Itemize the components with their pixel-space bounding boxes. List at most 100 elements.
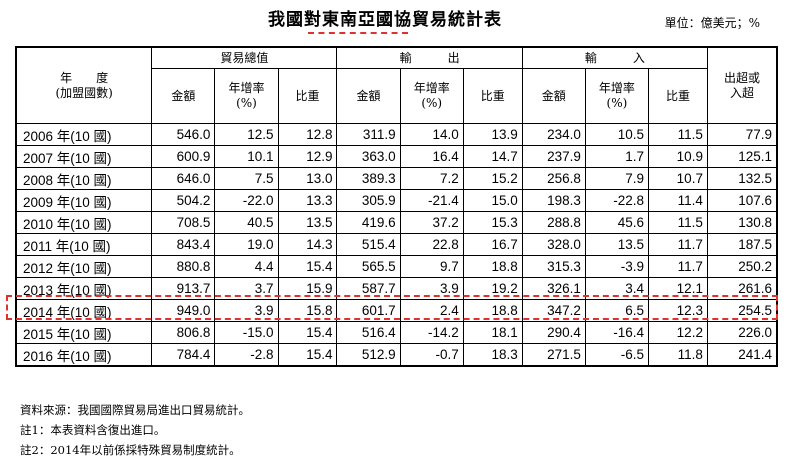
import-share-cell: 12.1 [648, 277, 708, 300]
export-share-cell: 15.2 [462, 167, 523, 190]
import-share-cell: 12.2 [648, 321, 708, 344]
import-growth-cell: -6.5 [584, 343, 650, 367]
total-growth-cell: 12.5 [214, 123, 279, 146]
year-cell: 2013 年(10 國) [15, 277, 153, 300]
import-growth-cell: -22.8 [584, 189, 650, 212]
import-amount-cell: 234.0 [521, 123, 586, 146]
export-amount-cell: 363.0 [336, 145, 401, 168]
total-growth-cell: 19.0 [214, 233, 279, 256]
export-growth-cell: 9.7 [399, 255, 464, 278]
unit-label: 單位：億美元；% [664, 16, 760, 30]
export-amount-cell: 311.9 [336, 123, 401, 146]
footnote-2: 註2：2014年以前係採特殊貿易制度統計。 [20, 443, 241, 457]
total-growth-cell: -22.0 [214, 189, 279, 212]
import-share-cell: 11.7 [648, 255, 708, 278]
import-amount-cell: 198.3 [521, 189, 586, 212]
table-body: 2006 年(10 國) 546.0 12.5 12.8 311.9 14.0 13.9 23… [15, 123, 778, 367]
import-growth-cell: 6.5 [584, 299, 650, 322]
total-share-cell: 14.3 [277, 233, 338, 256]
import-amount-cell: 271.5 [521, 343, 586, 367]
total-amount-cell: 708.5 [151, 211, 216, 234]
total-growth-cell: 4.4 [214, 255, 279, 278]
footnote-1: 註1：本表資料含復出進口。 [20, 423, 166, 437]
table-row: 2007 年(10 國) 600.9 10.1 12.9 363.0 16.4 14.7 23… [15, 145, 778, 168]
total-growth-cell: 7.5 [214, 167, 279, 190]
total-amount-cell: 806.8 [151, 321, 216, 344]
import-amount-cell: 328.0 [521, 233, 586, 256]
total-growth-cell: 40.5 [214, 211, 279, 234]
surplus-header: 出超或 入超 [706, 46, 778, 124]
table-row: 2016 年(10 國) 784.4 -2.8 15.4 512.9 -0.7 18.3 27… [15, 343, 778, 367]
footnote-source: 資料來源：我國國際貿易局進出口貿易統計。 [20, 403, 250, 417]
import-growth-cell: 10.5 [584, 123, 650, 146]
export-share-cell: 14.7 [462, 145, 523, 168]
export-amount-cell: 305.9 [336, 189, 401, 212]
export-growth-header: 年增率 (%) [399, 68, 464, 124]
year-cell: 2008 年(10 國) [15, 167, 153, 190]
import-share-cell: 11.4 [648, 189, 708, 212]
export-share-cell: 18.8 [462, 299, 523, 322]
footnotes: 資料來源：我國國際貿易局進出口貿易統計。 註1：本表資料含復出進口。 註2：20… [20, 400, 250, 460]
trade-statistics-table: 年 度 (加盟國數) 貿易總值 輸 出 輸 入 出超或 入超 金額 年增率 (%) 比… [15, 46, 778, 367]
import-amount-cell: 237.9 [521, 145, 586, 168]
table-row: 2012 年(10 國) 880.8 4.4 15.4 565.5 9.7 18.8 315.… [15, 255, 778, 278]
total-growth-cell: -15.0 [214, 321, 279, 344]
total-share-cell: 15.4 [277, 321, 338, 344]
export-share-cell: 18.1 [462, 321, 523, 344]
table-row: 2015 年(10 國) 806.8 -15.0 15.4 516.4 -14.2 18.1… [15, 321, 778, 344]
import-share-cell: 11.5 [648, 211, 708, 234]
export-share-cell: 18.8 [462, 255, 523, 278]
surplus-cell: 132.5 [706, 167, 778, 190]
export-amount-cell: 587.7 [336, 277, 401, 300]
import-amount-header: 金額 [521, 68, 586, 124]
table-row: 2006 年(10 國) 546.0 12.5 12.8 311.9 14.0 13.9 23… [15, 123, 778, 146]
total-amount-header: 金額 [151, 68, 216, 124]
total-amount-cell: 843.4 [151, 233, 216, 256]
export-amount-cell: 512.9 [336, 343, 401, 367]
total-trade-header: 貿易總值 [151, 46, 338, 69]
import-amount-cell: 347.2 [521, 299, 586, 322]
total-share-cell: 15.8 [277, 299, 338, 322]
year-cell: 2007 年(10 國) [15, 145, 153, 168]
export-growth-cell: 37.2 [399, 211, 464, 234]
table-title: 我國對東南亞國協貿易統計表 [268, 10, 502, 30]
year-cell: 2012 年(10 國) [15, 255, 153, 278]
export-growth-cell: -21.4 [399, 189, 464, 212]
total-amount-cell: 949.0 [151, 299, 216, 322]
import-share-cell: 11.7 [648, 233, 708, 256]
import-share-cell: 11.5 [648, 123, 708, 146]
export-growth-cell: 7.2 [399, 167, 464, 190]
import-share-header: 比重 [648, 68, 708, 124]
import-growth-cell: 45.6 [584, 211, 650, 234]
import-growth-cell: 13.5 [584, 233, 650, 256]
year-cell: 2016 年(10 國) [15, 343, 153, 367]
total-growth-cell: 10.1 [214, 145, 279, 168]
import-growth-cell: 1.7 [584, 145, 650, 168]
total-share-header: 比重 [277, 68, 338, 124]
export-amount-cell: 389.3 [336, 167, 401, 190]
surplus-cell: 250.2 [706, 255, 778, 278]
surplus-cell: 254.5 [706, 299, 778, 322]
export-share-cell: 19.2 [462, 277, 523, 300]
export-growth-cell: 16.4 [399, 145, 464, 168]
surplus-cell: 77.9 [706, 123, 778, 146]
export-amount-cell: 419.6 [336, 211, 401, 234]
import-header: 輸 入 [521, 46, 708, 69]
total-growth-cell: 3.7 [214, 277, 279, 300]
table-row: 2013 年(10 國) 913.7 3.7 15.9 587.7 3.9 19.2 326.… [15, 277, 778, 300]
export-share-cell: 15.0 [462, 189, 523, 212]
table-row: 2014 年(10 國) 949.0 3.9 15.8 601.7 2.4 18.8 347.… [15, 299, 778, 322]
import-share-cell: 10.7 [648, 167, 708, 190]
import-amount-cell: 315.3 [521, 255, 586, 278]
export-amount-header: 金額 [336, 68, 401, 124]
export-growth-cell: 3.9 [399, 277, 464, 300]
export-growth-cell: 22.8 [399, 233, 464, 256]
table-row: 2010 年(10 國) 708.5 40.5 13.5 419.6 37.2 15.3 28… [15, 211, 778, 234]
surplus-cell: 107.6 [706, 189, 778, 212]
total-amount-cell: 913.7 [151, 277, 216, 300]
export-amount-cell: 601.7 [336, 299, 401, 322]
export-growth-cell: -0.7 [399, 343, 464, 367]
export-amount-cell: 516.4 [336, 321, 401, 344]
total-share-cell: 15.4 [277, 255, 338, 278]
import-growth-cell: -3.9 [584, 255, 650, 278]
